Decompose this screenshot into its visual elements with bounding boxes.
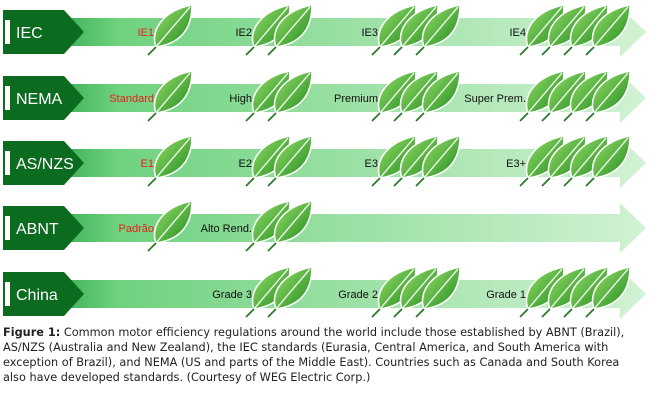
- class-label: E3+: [506, 158, 526, 170]
- class-label: IE3: [361, 27, 378, 39]
- leaf-icon: [267, 135, 313, 187]
- row-label-bar: [5, 151, 10, 175]
- efficiency-class: Alto Rend.: [201, 200, 313, 252]
- class-label: Grade 3: [212, 289, 252, 301]
- standard-row-iec: IEC IE1 IE2 IE3 IE4: [3, 4, 646, 57]
- class-label: Padrão: [119, 223, 154, 235]
- class-label: Grade 2: [338, 289, 378, 301]
- leaf-icon: [267, 4, 313, 56]
- class-label: E3: [365, 158, 378, 170]
- standard-row-as-nzs: AS/NZS E1 E2 E3 E3+: [3, 135, 646, 188]
- row-arrow: [3, 203, 646, 253]
- efficiency-class: Super Prem.: [464, 70, 631, 122]
- efficiency-class: IE4: [509, 4, 631, 56]
- leaf-icon: [267, 266, 313, 318]
- class-label: IE4: [509, 27, 526, 39]
- class-label: IE2: [235, 27, 252, 39]
- row-label-box: [3, 76, 84, 120]
- class-label: IE1: [137, 27, 154, 39]
- row-label-bar: [5, 86, 10, 110]
- row-arrow: [3, 269, 646, 319]
- row-label-box: [3, 10, 84, 54]
- leaf-icon: [563, 266, 609, 318]
- leaf-icon: [267, 200, 313, 252]
- leaf-icon: [147, 200, 193, 252]
- row-label-bar: [5, 20, 10, 44]
- leaf-icon: [147, 135, 193, 187]
- efficiency-class: Grade 1: [486, 266, 631, 318]
- efficiency-class: E1: [141, 135, 193, 187]
- leaf-icon: [585, 266, 631, 318]
- efficiency-class: Padrão: [119, 200, 193, 252]
- efficiency-class: E3: [365, 135, 461, 187]
- leaf-icon: [415, 70, 461, 122]
- efficiency-class: High: [229, 70, 313, 122]
- row-label-box: [3, 206, 84, 250]
- row-label-bar: [5, 216, 10, 240]
- leaf-icon: [147, 70, 193, 122]
- efficiency-class: IE2: [235, 4, 313, 56]
- class-label: Standard: [109, 93, 154, 105]
- leaf-icon: [585, 4, 631, 56]
- leaf-icon: [415, 266, 461, 318]
- row-label-bar: [5, 282, 10, 306]
- leaf-icon: [415, 4, 461, 56]
- efficiency-class: Standard: [109, 70, 193, 122]
- leaf-icon: [267, 70, 313, 122]
- standard-row-abnt: ABNT Padrão Alto Rend.: [3, 200, 646, 253]
- row-label-box: [3, 272, 84, 316]
- class-label: High: [229, 93, 252, 105]
- row-label: IEC: [16, 25, 43, 42]
- class-label: Super Prem.: [464, 93, 526, 105]
- leaf-icon: [147, 4, 193, 56]
- leaf-icon: [393, 135, 439, 187]
- efficiency-class: IE1: [137, 4, 193, 56]
- efficiency-class: Grade 2: [338, 266, 461, 318]
- class-label: E1: [141, 158, 154, 170]
- caption-text: Common motor efficiency regulations arou…: [3, 326, 625, 384]
- class-label: Premium: [334, 93, 378, 105]
- caption-prefix: Figure 1:: [3, 326, 61, 339]
- leaf-icon: [585, 135, 631, 187]
- efficiency-class: IE3: [361, 4, 461, 56]
- row-label: NEMA: [16, 91, 63, 108]
- efficiency-class: Grade 3: [212, 266, 313, 318]
- class-label: Grade 1: [486, 289, 526, 301]
- row-label: China: [16, 287, 58, 304]
- leaf-icon: [415, 135, 461, 187]
- class-label: E2: [239, 158, 252, 170]
- row-label: ABNT: [16, 221, 59, 238]
- efficiency-class: Premium: [334, 70, 461, 122]
- standard-row-china: China Grade 3 Grade 2 Grade 1: [3, 266, 646, 319]
- leaf-icon: [585, 70, 631, 122]
- class-label: Alto Rend.: [201, 223, 252, 235]
- efficiency-class: E2: [239, 135, 313, 187]
- standard-row-nema: NEMA Standard High Premium Super Prem.: [3, 70, 646, 123]
- row-label: AS/NZS: [16, 156, 74, 173]
- efficiency-class: E3+: [506, 135, 631, 187]
- figure-caption: Figure 1: Common motor efficiency regula…: [3, 325, 645, 385]
- leaf-icon: [371, 4, 417, 56]
- efficiency-diagram: IEC IE1 IE2 IE3 IE4 NEMA Standard High Premium Su…: [3, 4, 646, 319]
- row-label-box: [3, 141, 84, 185]
